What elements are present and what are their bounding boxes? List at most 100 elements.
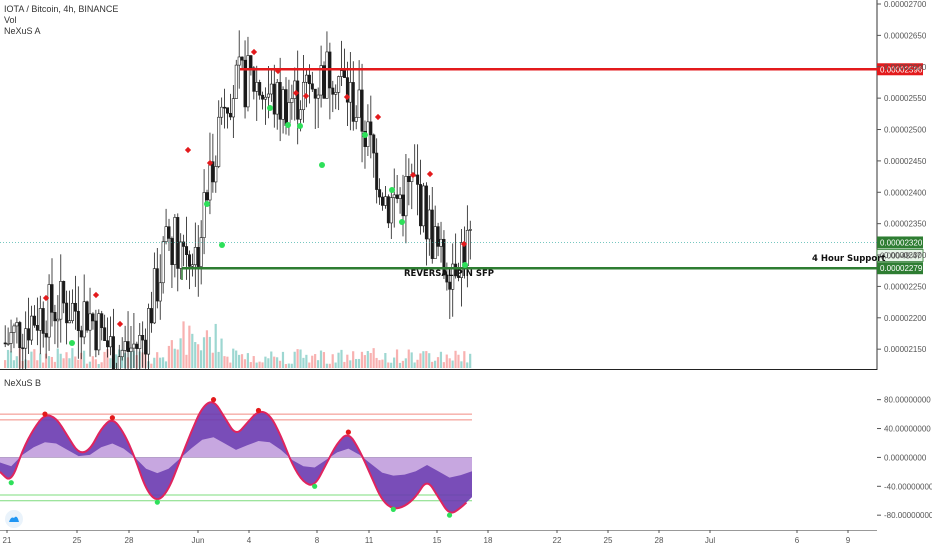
volume-bar [407, 349, 410, 368]
candle [345, 77, 349, 103]
candle [199, 237, 203, 267]
vol-legend[interactable]: Vol [4, 15, 17, 25]
price-axis[interactable]: 0.00002700 0.00002650 0.00002600 0.00002550… [877, 0, 927, 354]
volume-bar [346, 354, 349, 368]
candle [35, 325, 39, 331]
volume-bar [334, 362, 337, 368]
buy-signal-dot [399, 219, 405, 225]
osc-peak-dot [42, 411, 48, 417]
volume-bar [378, 360, 381, 368]
candle [68, 320, 72, 324]
volume-bar [246, 353, 249, 368]
volume-bar [419, 353, 422, 368]
candle [59, 281, 63, 320]
volume-bar [220, 338, 223, 368]
candle [325, 51, 329, 99]
price-tick-label: 0.00002250 [884, 282, 927, 291]
time-tick-label: 4 [247, 536, 252, 545]
candle [179, 241, 183, 269]
price-tick-label: 0.00002400 [884, 188, 927, 197]
volume-bar [410, 352, 413, 368]
volume-bar [425, 351, 428, 368]
volume-bar [328, 363, 331, 368]
candle [132, 343, 136, 349]
candle [255, 82, 259, 92]
volume-bar [404, 358, 407, 368]
time-axis[interactable]: 21 25 28 Jun 4 8 11 15 18 22 25 28 Jul 6 9 [0, 530, 932, 550]
volume-bar [179, 338, 182, 368]
volume-bar [316, 360, 320, 368]
candle [193, 247, 197, 266]
candle [457, 275, 461, 278]
price-chart[interactable]: 0.00002596 0.00002279 0.00002320 0.000 48:47… [0, 0, 932, 370]
volume-bar [270, 351, 273, 368]
volume-bar [413, 362, 416, 368]
volume-bar [416, 359, 419, 368]
volume-bar [436, 357, 440, 368]
oscillator-fill [0, 402, 472, 513]
candle [85, 301, 89, 331]
volume-bar [340, 349, 343, 368]
tradingview-logo-icon[interactable] [5, 510, 23, 528]
volume-bar [33, 349, 36, 368]
candle [357, 89, 361, 118]
candle [167, 226, 171, 239]
price-levels: 0.00002596 0.00002279 0.00002320 0.000 48:47 [0, 63, 924, 280]
oscillator-axis[interactable]: 80.00000000 40.00000000 0.00000000 -40.0000… [877, 396, 932, 521]
symbol-title[interactable]: IOTA / Bitcoin, 4h, BINANCE [4, 4, 119, 14]
candle [296, 80, 300, 120]
volume-bar [290, 363, 293, 368]
candle [337, 76, 341, 93]
candle [76, 310, 80, 331]
candle [149, 308, 153, 324]
volume-bar [243, 359, 247, 368]
candle [41, 308, 45, 334]
time-tick-label: Jul [705, 536, 715, 545]
candle [208, 161, 212, 201]
candle [252, 67, 256, 92]
oscillator-chart[interactable]: 80.00000000 40.00000000 0.00000000 -40.0000… [0, 370, 932, 530]
volume-bar [261, 362, 264, 368]
volume-bar [308, 362, 311, 368]
candle [454, 263, 458, 277]
volume-bar [150, 363, 153, 368]
sell-signal-dot [206, 159, 214, 167]
price-tick-label: 0.00002550 [884, 94, 927, 103]
support-tag-label: 0.00002279 [880, 264, 923, 273]
candle [319, 65, 323, 96]
volume-bar [197, 344, 200, 368]
volume-bar [448, 358, 451, 368]
osc-peak-dot [255, 407, 262, 414]
volume-bar [322, 352, 326, 368]
candle [369, 121, 373, 136]
volume-bar [36, 360, 39, 368]
candle [354, 117, 358, 122]
volume-bar [103, 351, 106, 368]
volume-bar [159, 357, 162, 368]
time-tick-label: 11 [365, 536, 374, 545]
time-tick-label: Jun [192, 536, 205, 545]
volume-bar [109, 358, 112, 368]
candle [398, 194, 402, 199]
nexus-a-legend[interactable]: NeXuS A [4, 26, 41, 36]
volume-bar [451, 360, 454, 368]
candle [62, 281, 66, 304]
candle [9, 332, 13, 344]
candle [442, 238, 446, 276]
oscillator-area [0, 397, 472, 518]
volume-bar [469, 353, 472, 368]
candle [147, 308, 151, 355]
candle [91, 313, 95, 322]
volume-bar [56, 348, 59, 368]
candle [427, 209, 431, 240]
buy-signal-dot [219, 242, 225, 248]
volume-bar [258, 361, 261, 368]
nexus-b-legend[interactable]: NeXuS B [4, 378, 42, 388]
volume-bar [88, 361, 92, 368]
osc-peak-dot [345, 429, 351, 435]
volume-bar [433, 360, 437, 368]
candle [363, 131, 367, 147]
candle [120, 350, 124, 358]
candle [15, 322, 19, 327]
countdown-price: 0.000 [880, 251, 901, 260]
